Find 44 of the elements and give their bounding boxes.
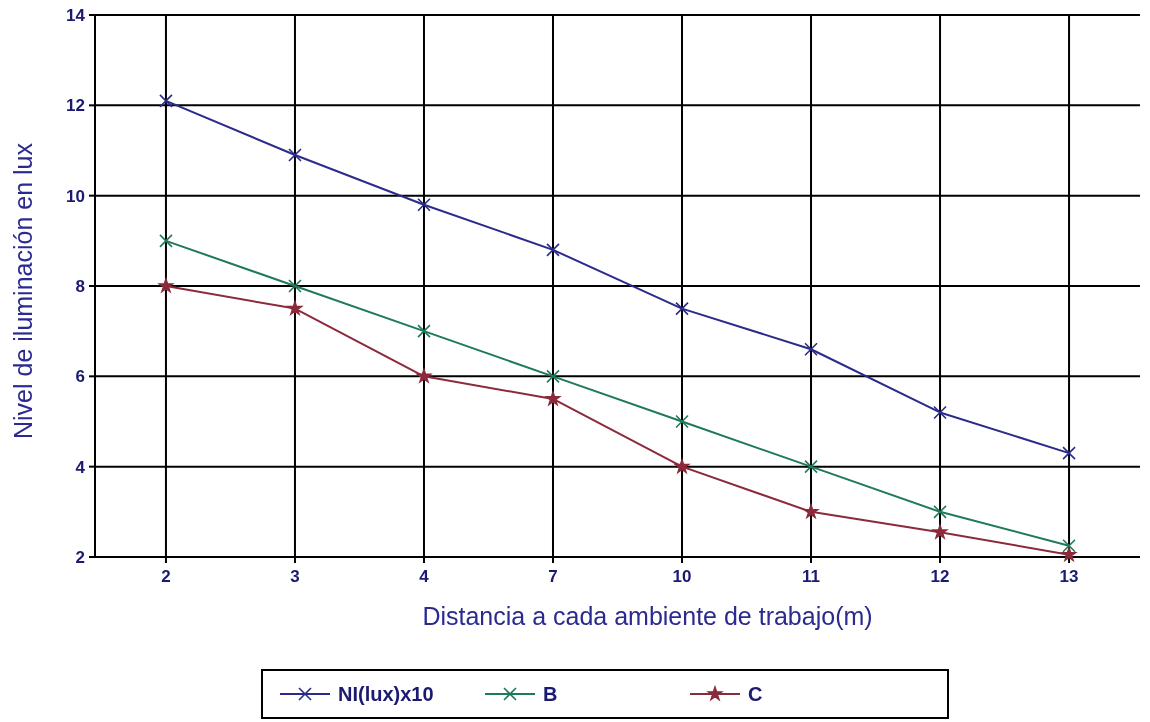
point xyxy=(416,368,432,383)
point xyxy=(804,459,818,474)
x-tick-label: 7 xyxy=(548,567,558,586)
point xyxy=(675,301,689,316)
point xyxy=(546,243,560,257)
x-tick-label: 10 xyxy=(672,567,692,586)
legend-label: B xyxy=(543,683,558,705)
legend-label: C xyxy=(748,683,763,705)
x-tick-label: 4 xyxy=(419,567,430,586)
point xyxy=(159,94,173,108)
x-tick-label: 13 xyxy=(1059,567,1079,586)
y-tick-label: 14 xyxy=(66,5,86,25)
point xyxy=(933,505,947,519)
y-tick-label: 6 xyxy=(75,367,85,387)
point xyxy=(675,414,689,429)
point xyxy=(804,342,818,357)
x-tick-label: 11 xyxy=(802,567,821,586)
point xyxy=(545,391,561,406)
x-tick-label: 2 xyxy=(161,567,171,586)
point xyxy=(674,458,690,474)
point xyxy=(417,324,431,338)
point xyxy=(933,405,947,420)
x-tick-label: 3 xyxy=(290,567,300,586)
y-tick-label: 12 xyxy=(66,96,85,116)
y-tick-label: 4 xyxy=(75,457,86,477)
point xyxy=(546,369,560,384)
x-axis-title: Distancia a cada ambiente de trabajo(m) xyxy=(422,602,873,630)
y-tick-label: 8 xyxy=(75,276,85,296)
point xyxy=(287,300,303,316)
y-axis-title: Nivel de iluminación en lux xyxy=(9,142,37,439)
point xyxy=(417,197,431,212)
point xyxy=(803,503,819,519)
point xyxy=(158,278,174,293)
point xyxy=(288,148,302,162)
y-tick-label: 2 xyxy=(75,547,85,567)
point xyxy=(1062,446,1076,460)
y-tick-label: 10 xyxy=(66,186,85,206)
legend-label: NI(lux)x10 xyxy=(338,683,434,705)
point xyxy=(159,234,173,248)
x-tick-label: 12 xyxy=(930,567,950,586)
point xyxy=(932,524,948,539)
point xyxy=(1062,538,1076,553)
point xyxy=(288,279,302,293)
point xyxy=(1061,546,1077,562)
